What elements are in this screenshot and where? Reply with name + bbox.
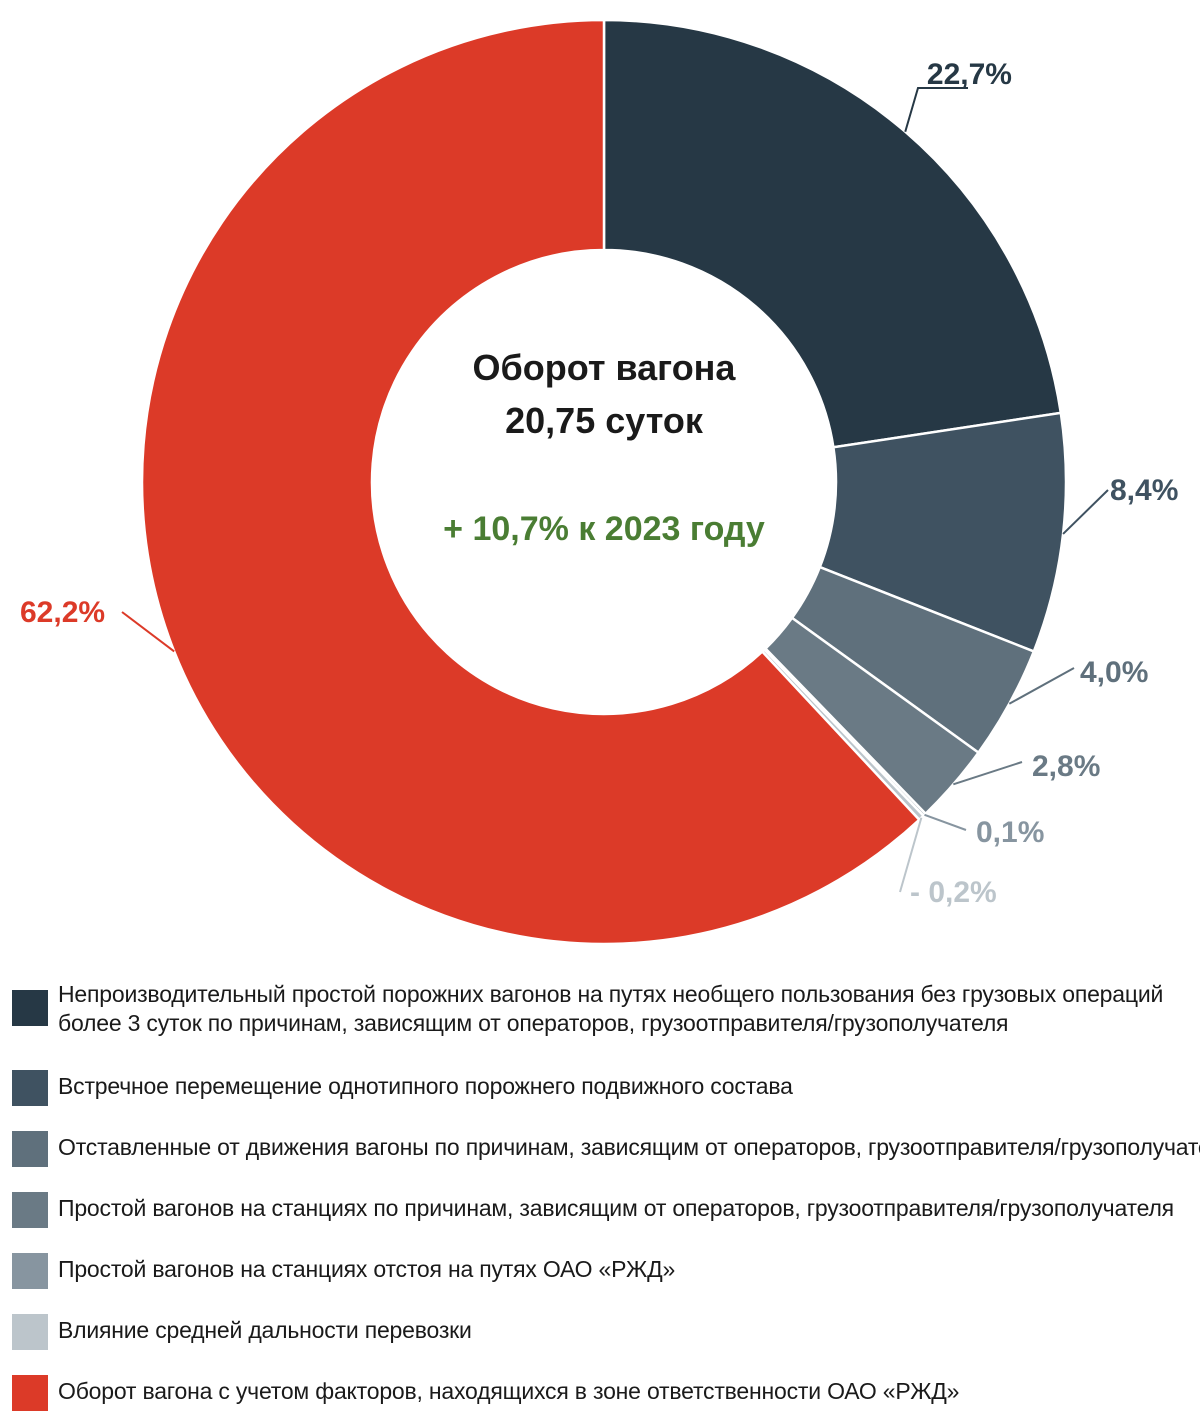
leader-lines <box>121 87 1109 893</box>
leader-line <box>924 813 967 831</box>
center-title-line1: Оборот вагона <box>473 347 737 388</box>
percent-label: - 0,2% <box>910 876 997 909</box>
legend-label: Простой вагонов на станциях по причинам,… <box>58 1195 1174 1221</box>
legend: Непроизводительный простой порожних ваго… <box>12 980 1200 1417</box>
legend-swatch <box>12 1070 48 1106</box>
legend-swatch <box>12 990 48 1026</box>
leader-line <box>904 87 968 133</box>
leader-line <box>121 611 175 653</box>
legend-item: Отставленные от движения вагоны по причи… <box>12 1131 1200 1194</box>
legend-swatch <box>12 1192 48 1228</box>
legend-label: Оборот вагона с учетом факторов, находящ… <box>58 1378 960 1404</box>
legend-label: Отставленные от движения вагоны по причи… <box>58 1134 1200 1160</box>
donut-slices <box>140 18 1068 946</box>
legend-item: Встречное перемещение однотипного порожн… <box>12 1070 1198 1133</box>
legend-label: Простой вагонов на станциях отстоя на пу… <box>58 1256 676 1282</box>
donut-slice <box>140 18 922 946</box>
percent-label: 4,0% <box>1080 656 1148 689</box>
leader-line <box>953 761 1023 786</box>
legend-swatch <box>12 1253 48 1289</box>
legend-item: Влияние средней дальности перевозки <box>12 1314 1198 1377</box>
legend-item: Простой вагонов на станциях по причинам,… <box>12 1192 1198 1255</box>
center-change-text: + 10,7% к 2023 году <box>443 510 765 548</box>
percent-label: 0,1% <box>976 816 1044 849</box>
leader-line <box>899 817 923 893</box>
percent-label: 62,2% <box>20 596 105 629</box>
leader-line <box>1062 489 1109 535</box>
center-text: Оборот вагона 20,75 суток + 10,7% к 2023… <box>443 347 765 548</box>
donut-slice <box>602 18 1063 449</box>
percent-label: 8,4% <box>1110 474 1178 507</box>
percent-label: 22,7% <box>927 58 1012 91</box>
legend-item: Непроизводительный простой порожних ваго… <box>12 980 1198 1072</box>
donut-chart: 22,7% 8,4% 4,0% 2,8% 0,1% - 0,2% 62,2% Оборот … <box>20 18 1178 946</box>
legend-swatch <box>12 1314 48 1350</box>
legend-label: Влияние средней дальности перевозки <box>58 1317 472 1343</box>
legend-swatch <box>12 1131 48 1167</box>
center-title-line2: 20,75 суток <box>505 400 704 441</box>
percent-labels: 22,7% 8,4% 4,0% 2,8% 0,1% - 0,2% 62,2% <box>20 58 1178 909</box>
legend-item: Простой вагонов на станциях отстоя на пу… <box>12 1253 1198 1316</box>
legend-label: Встречное перемещение однотипного порожн… <box>58 1073 793 1099</box>
legend-swatch <box>12 1375 48 1411</box>
leader-line <box>1008 667 1075 705</box>
legend-label: Непроизводительный простой порожних ваго… <box>58 981 1164 1036</box>
legend-item: Оборот вагона с учетом факторов, находящ… <box>12 1375 1198 1417</box>
percent-label: 2,8% <box>1032 750 1100 783</box>
